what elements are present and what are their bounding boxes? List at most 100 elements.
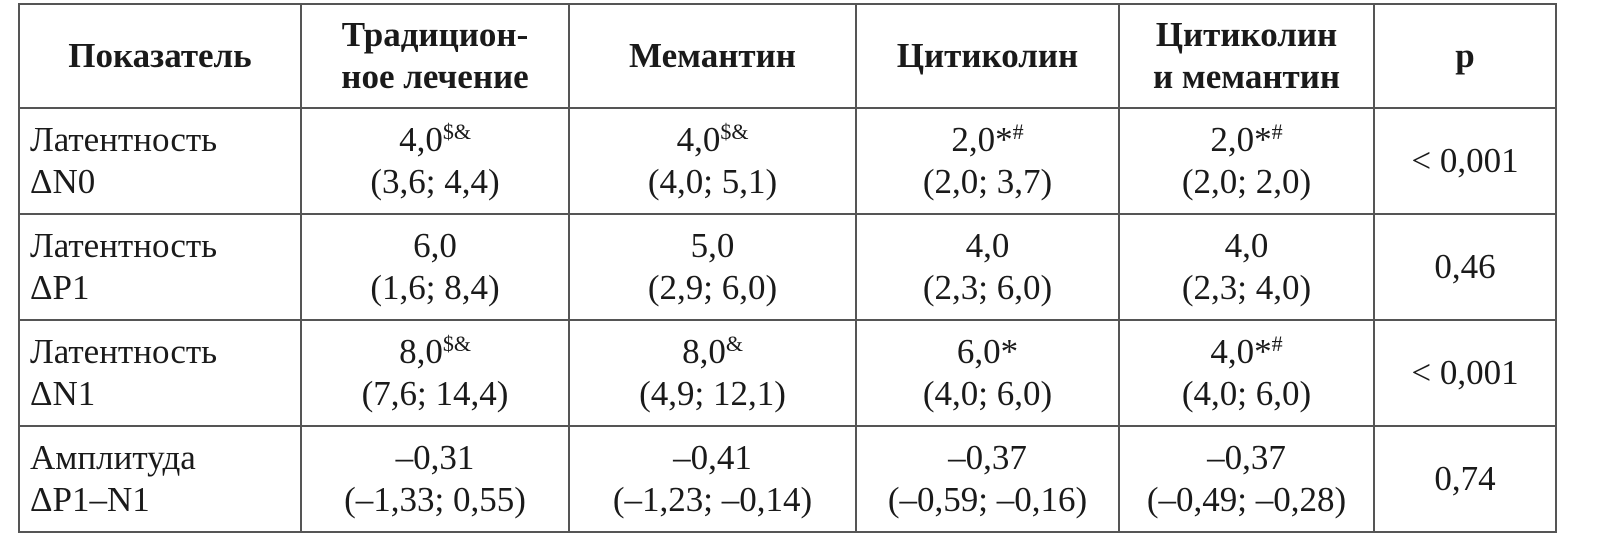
significance-mark: & <box>725 331 743 356</box>
table-cell: –0,37 (–0,59; –0,16) <box>855 425 1120 533</box>
p-value: 0,46 <box>1434 247 1496 286</box>
header-cell: Цитиколин <box>855 3 1120 109</box>
header-row: Показатель Традицион-ное лечение Мемантин Ц… <box>18 3 1557 109</box>
header-cell: Традицион-ное лечение <box>300 3 570 109</box>
row-label-cell: Латентность ΔP1 <box>18 213 302 321</box>
cell-range: (–1,23; –0,14) <box>612 480 813 519</box>
significance-mark: # <box>1271 119 1283 144</box>
table-cell: 2,0*# (2,0; 3,7) <box>855 107 1120 215</box>
cell-range: (2,3; 4,0) <box>1181 268 1312 307</box>
significance-mark: $& <box>442 331 471 356</box>
row-label-cell: Амплитуда ΔP1–N1 <box>18 425 302 533</box>
table-cell: < 0,001 <box>1373 319 1557 427</box>
table-row: Латентность ΔN0 4,0$& (3,6; 4,4) 4,0$& (4,0; … <box>18 107 1557 215</box>
cell-range: (4,0; 6,0) <box>922 374 1053 413</box>
cell-range: (7,6; 14,4) <box>361 374 509 413</box>
row-label-cell: Латентность ΔN1 <box>18 319 302 427</box>
cell-value: 2,0* <box>1210 120 1272 159</box>
cell-range: (–0,49; –0,28) <box>1146 480 1347 519</box>
cell-range: (2,3; 6,0) <box>922 268 1053 307</box>
table-cell: 4,0 (2,3; 4,0) <box>1118 213 1375 321</box>
header-text: Цитиколин <box>1155 15 1338 54</box>
table-cell: 8,0$& (7,6; 14,4) <box>300 319 570 427</box>
cell-value-line: 8,0& <box>578 331 847 373</box>
row-label: ΔP1–N1 <box>30 480 150 519</box>
header-text: и мемантин <box>1152 57 1341 96</box>
table-cell: 6,0* (4,0; 6,0) <box>855 319 1120 427</box>
cell-value-line: 4,0$& <box>310 119 560 161</box>
table-cell: 4,0$& (4,0; 5,1) <box>568 107 857 215</box>
p-value: < 0,001 <box>1411 353 1519 392</box>
cell-range: (1,6; 8,4) <box>370 268 500 307</box>
cell-value: –0,37 <box>948 438 1027 477</box>
table-cell: 6,0 (1,6; 8,4) <box>300 213 570 321</box>
row-label-cell: Латентность ΔN0 <box>18 107 302 215</box>
cell-value-line: 2,0*# <box>1128 119 1365 161</box>
cell-value: –0,31 <box>395 438 475 477</box>
cell-range: (2,9; 6,0) <box>647 268 778 307</box>
cell-value-line: 5,0 <box>578 225 847 267</box>
significance-mark: # <box>1012 119 1024 144</box>
cell-value: 6,0 <box>413 226 457 265</box>
row-label: Амплитуда <box>30 438 196 477</box>
cell-value-line: –0,41 <box>578 437 847 479</box>
cell-value: 8,0 <box>682 332 726 371</box>
data-table: Показатель Традицион-ное лечение Мемантин Ц… <box>18 3 1557 533</box>
cell-value: 2,0* <box>951 120 1013 159</box>
cell-value-line: 4,0$& <box>578 119 847 161</box>
cell-value: 4,0 <box>399 120 443 159</box>
table-cell: 0,46 <box>1373 213 1557 321</box>
cell-value-line: 8,0$& <box>310 331 560 373</box>
table-cell: 0,74 <box>1373 425 1557 533</box>
header-cell: Мемантин <box>568 3 857 109</box>
p-value: 0,74 <box>1434 459 1496 498</box>
cell-value-line: 4,0 <box>865 225 1110 267</box>
table-cell: 4,0 (2,3; 6,0) <box>855 213 1120 321</box>
cell-range: (3,6; 4,4) <box>370 162 500 201</box>
header-text: Цитиколин <box>896 36 1079 75</box>
table-cell: 8,0& (4,9; 12,1) <box>568 319 857 427</box>
cell-value: 5,0 <box>690 226 735 265</box>
significance-mark: $& <box>442 119 471 144</box>
cell-value-line: 6,0* <box>865 331 1110 373</box>
table-row: Латентность ΔP1 6,0 (1,6; 8,4) 5,0 (2,9; 6,0)… <box>18 213 1557 321</box>
table-body: Латентность ΔN0 4,0$& (3,6; 4,4) 4,0$& (4,0; … <box>18 107 1557 533</box>
cell-value: 6,0* <box>956 332 1019 371</box>
header-text: Показатель <box>68 36 252 75</box>
table-head: Показатель Традицион-ное лечение Мемантин Ц… <box>18 3 1557 109</box>
cell-value-line: 4,0*# <box>1128 331 1365 373</box>
row-label: Латентность <box>30 226 218 265</box>
header-text: p <box>1455 36 1475 75</box>
significance-mark: $& <box>720 119 749 144</box>
cell-value: –0,37 <box>1207 438 1286 477</box>
table-cell: < 0,001 <box>1373 107 1557 215</box>
cell-value: –0,41 <box>673 438 752 477</box>
cell-value: 4,0 <box>1224 226 1269 265</box>
header-text: Традицион- <box>341 15 529 54</box>
table-cell: –0,37 (–0,49; –0,28) <box>1118 425 1375 533</box>
significance-mark: # <box>1271 331 1283 356</box>
cell-value-line: 2,0*# <box>865 119 1110 161</box>
header-cell: Цитиколин и мемантин <box>1118 3 1375 109</box>
cell-value: 4,0* <box>1210 332 1272 371</box>
cell-range: (4,9; 12,1) <box>639 374 786 413</box>
cell-value-line: –0,31 <box>310 437 560 479</box>
table-row: Амплитуда ΔP1–N1 –0,31 (–1,33; 0,55) –0,41 (–… <box>18 425 1557 533</box>
cell-value-line: 4,0 <box>1128 225 1365 267</box>
table-cell: 4,0*# (4,0; 6,0) <box>1118 319 1375 427</box>
table-row: Латентность ΔN1 8,0$& (7,6; 14,4) 8,0& (4,9; … <box>18 319 1557 427</box>
header-text: ное лечение <box>341 57 529 96</box>
header-cell: Показатель <box>18 3 302 109</box>
cell-value: 4,0 <box>965 226 1010 265</box>
row-label: ΔP1 <box>30 268 90 307</box>
cell-range: (–0,59; –0,16) <box>887 480 1088 519</box>
row-label: Латентность <box>30 120 218 159</box>
table-cell: 5,0 (2,9; 6,0) <box>568 213 857 321</box>
cell-value-line: 6,0 <box>310 225 560 267</box>
row-label: ΔN0 <box>30 162 96 201</box>
cell-range: (2,0; 3,7) <box>922 162 1053 201</box>
cell-range: (2,0; 2,0) <box>1181 162 1312 201</box>
row-label: ΔN1 <box>30 374 96 413</box>
